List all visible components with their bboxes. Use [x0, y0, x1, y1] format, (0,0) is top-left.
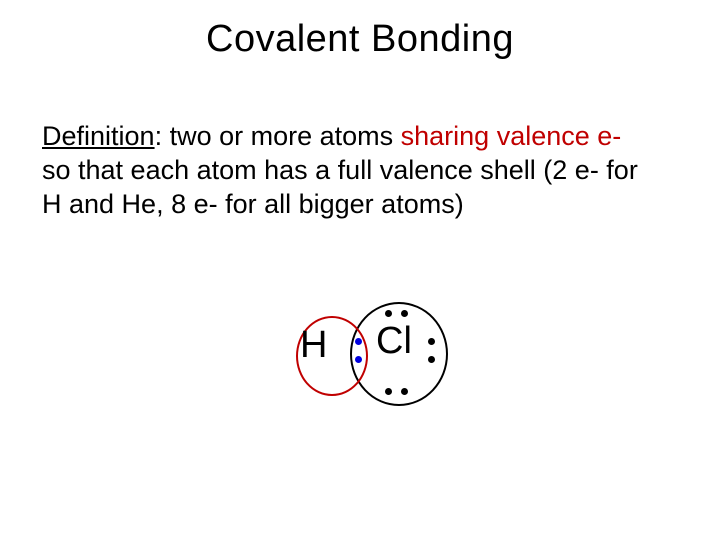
slide: Covalent Bonding Definition: two or more…: [0, 0, 720, 540]
electron-dot: [355, 338, 362, 345]
hydrogen-label: H: [300, 324, 327, 367]
slide-title: Covalent Bonding: [0, 18, 720, 61]
definition-highlight: sharing valence e-: [401, 121, 622, 151]
definition-label: Definition: [42, 121, 155, 151]
electron-dot: [385, 388, 392, 395]
electron-dot: [385, 310, 392, 317]
electron-dot: [401, 310, 408, 317]
electron-dot: [428, 356, 435, 363]
chlorine-label: Cl: [376, 320, 412, 363]
lewis-diagram: H Cl: [300, 290, 500, 410]
electron-dot: [401, 388, 408, 395]
definition-paragraph: Definition: two or more atoms sharing va…: [42, 120, 642, 221]
electron-dot: [355, 356, 362, 363]
definition-text-before: : two or more atoms: [155, 121, 401, 151]
definition-text-after: so that each atom has a full valence she…: [42, 155, 638, 219]
electron-dot: [428, 338, 435, 345]
